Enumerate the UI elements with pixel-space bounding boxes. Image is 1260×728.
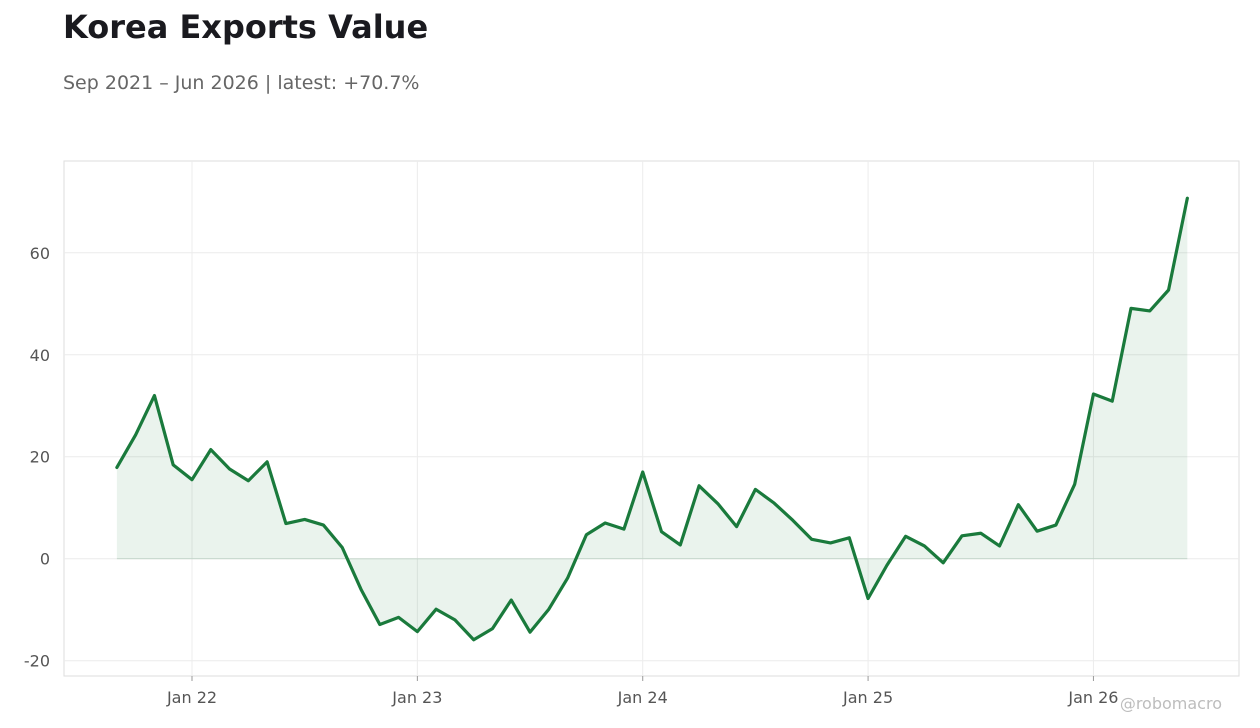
x-tick-label: Jan 26 bbox=[1067, 688, 1118, 707]
y-axis-ticks: 60 40 20 0 -20 bbox=[24, 244, 50, 671]
x-tick-label: Jan 22 bbox=[166, 688, 217, 707]
x-tick-label: Jan 23 bbox=[391, 688, 442, 707]
watermark: @robomacro bbox=[1119, 694, 1222, 713]
y-tick-label: 0 bbox=[40, 550, 50, 569]
plot-frame bbox=[63, 160, 1240, 677]
x-tick-label: Jan 25 bbox=[842, 688, 893, 707]
y-tick-label: 20 bbox=[30, 448, 50, 467]
series-line bbox=[115, 196, 1189, 642]
y-tick-label: 60 bbox=[30, 244, 50, 263]
x-tick-label: Jan 24 bbox=[617, 688, 668, 707]
chart-title: Korea Exports Value bbox=[63, 8, 429, 46]
grid-lines bbox=[64, 161, 1239, 676]
series-area bbox=[116, 198, 1188, 640]
y-tick-label: -20 bbox=[24, 652, 50, 671]
series-line-path bbox=[115, 196, 1189, 642]
x-axis-ticks: Jan 22 Jan 23 Jan 24 Jan 25 Jan 26 bbox=[166, 676, 1118, 707]
chart-subtitle: Sep 2021 – Jun 2026 | latest: +70.7% bbox=[63, 72, 420, 94]
area-fill bbox=[116, 198, 1188, 640]
y-tick-label: 40 bbox=[30, 346, 50, 365]
